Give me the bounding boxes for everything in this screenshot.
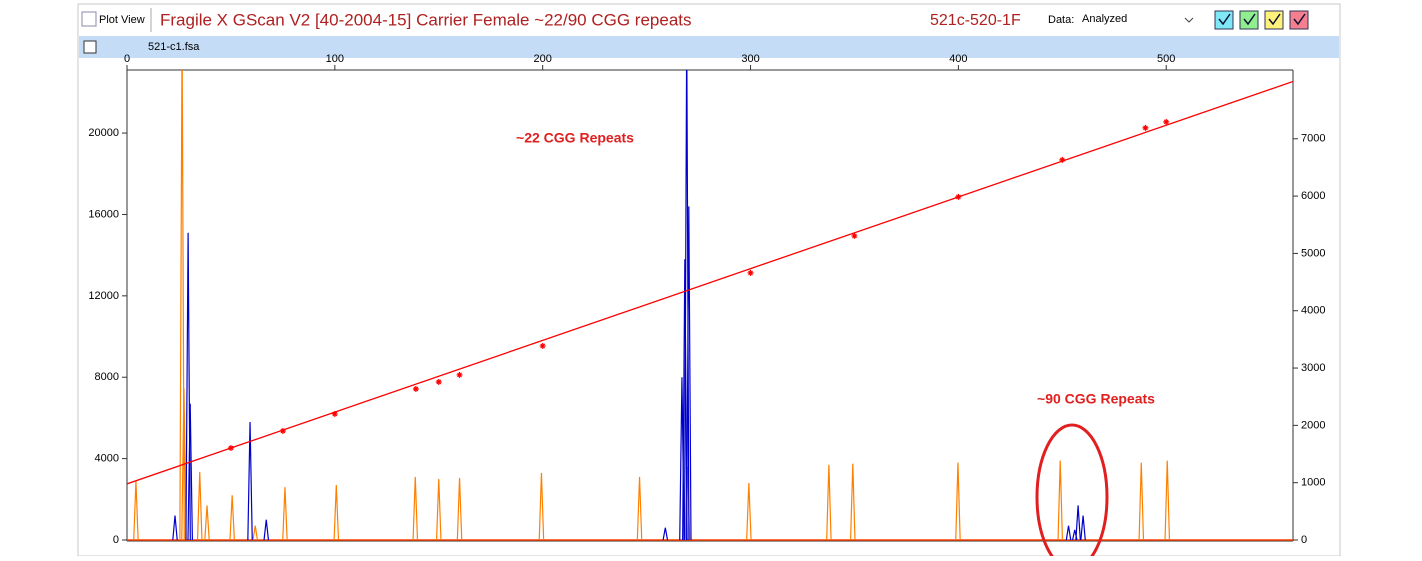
- peak: [172, 515, 178, 541]
- highlight-ellipse: [1035, 423, 1109, 561]
- peak: [263, 519, 270, 541]
- size-marker: [412, 385, 419, 392]
- panel: [77, 3, 1341, 557]
- peak: [1080, 515, 1086, 541]
- y2-tick-label: 4000: [1301, 305, 1325, 317]
- x-tick-label: 0: [124, 53, 130, 65]
- x-tick-label: 400: [949, 53, 967, 65]
- peak: [849, 463, 856, 541]
- y-tick-label: 8000: [95, 371, 119, 383]
- y2-tick-label: 6000: [1301, 190, 1325, 202]
- sizing-curve: [127, 80, 1293, 485]
- peak: [252, 525, 259, 541]
- x-tick-label: 500: [1157, 53, 1175, 65]
- size-marker: [851, 232, 858, 239]
- peak: [179, 70, 185, 541]
- x-tick-label: 300: [741, 53, 759, 65]
- peak: [333, 485, 340, 541]
- y2-tick-label: 7000: [1301, 133, 1325, 145]
- x-tick-label: 200: [534, 53, 552, 65]
- file-bar: [79, 36, 1339, 58]
- y2-tick-label: 5000: [1301, 247, 1325, 259]
- y-tick-label: 20000: [88, 127, 119, 139]
- size-marker: [539, 342, 546, 349]
- sample-name: 521c-520-1F: [930, 12, 1021, 29]
- size-marker: [1142, 124, 1149, 131]
- plot-view-button[interactable]: Plot View: [81, 11, 145, 27]
- peak: [456, 477, 463, 541]
- data-dropdown[interactable]: Analyzed: [1077, 9, 1203, 31]
- size-marker: [279, 427, 286, 434]
- peak: [247, 421, 253, 541]
- peak: [955, 462, 961, 541]
- size-marker: [747, 269, 754, 276]
- peak: [1057, 460, 1064, 541]
- annotation: ~22 CGG Repeats: [516, 130, 634, 146]
- peak: [204, 505, 210, 541]
- size-marker: [456, 371, 463, 378]
- size-marker: [1163, 118, 1170, 125]
- plot-view-label[interactable]: Plot View: [99, 14, 145, 26]
- window-title: Fragile X GScan V2 [40-2004-15] Carrier …: [160, 10, 692, 29]
- peak: [1164, 460, 1171, 541]
- y-tick-label: 0: [113, 534, 119, 546]
- peak: [435, 478, 442, 541]
- peak: [412, 476, 419, 541]
- y-tick-label: 4000: [95, 453, 119, 465]
- peak: [636, 476, 643, 541]
- x-tick-label: 100: [326, 53, 344, 65]
- file-name: 521-c1.fsa: [148, 41, 200, 53]
- y-tick-label: 16000: [88, 208, 119, 220]
- size-marker: [227, 445, 234, 452]
- peak: [538, 472, 545, 541]
- dropdown-value[interactable]: Analyzed: [1082, 13, 1127, 25]
- y2-tick-label: 0: [1301, 534, 1307, 546]
- peak: [282, 487, 288, 541]
- peak: [686, 206, 692, 541]
- toggle-green[interactable]: [1239, 10, 1259, 30]
- peak: [196, 471, 203, 541]
- size-marker: [955, 193, 962, 200]
- peak: [187, 403, 193, 541]
- y2-tick-label: 1000: [1301, 477, 1325, 489]
- file-checkbox[interactable]: [83, 40, 97, 54]
- peak: [181, 388, 187, 541]
- peak: [746, 483, 752, 541]
- toggle-red[interactable]: [1289, 10, 1309, 30]
- color-toggles: [1214, 10, 1309, 30]
- check-marks: [1218, 13, 1306, 26]
- y2-tick-label: 3000: [1301, 362, 1325, 374]
- size-marker: [331, 410, 338, 417]
- data-label: Data:: [1048, 14, 1074, 26]
- dropdown-box: [1077, 9, 1203, 31]
- annotation: ~90 CGG Repeats: [1037, 391, 1155, 407]
- toggle-blue[interactable]: [1214, 10, 1234, 30]
- peak: [682, 259, 688, 541]
- toggle-yellow[interactable]: [1264, 10, 1284, 30]
- peak: [1065, 525, 1072, 541]
- peak: [229, 495, 235, 541]
- peak: [662, 527, 669, 541]
- plot-icon: [81, 11, 97, 27]
- y-tick-label: 12000: [88, 290, 119, 302]
- size-marker: [1059, 156, 1066, 163]
- peak: [826, 464, 832, 541]
- peak: [1075, 505, 1081, 541]
- size-marker: [435, 378, 442, 385]
- y2-tick-label: 2000: [1301, 419, 1325, 431]
- dropdown-arrow: [1184, 17, 1194, 23]
- peak: [1138, 462, 1145, 541]
